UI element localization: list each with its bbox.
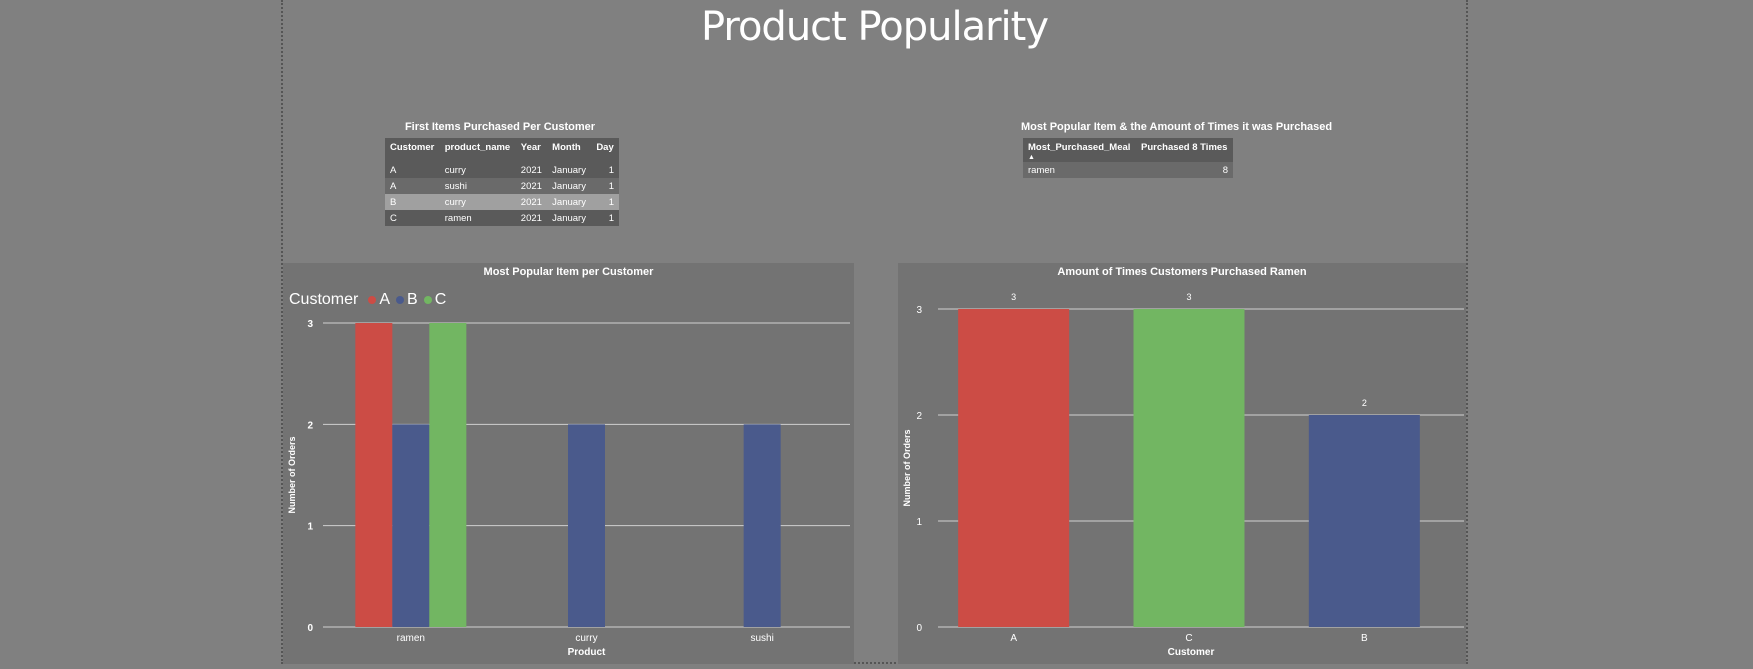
column-header[interactable]: Purchased 8 Times <box>1136 138 1233 162</box>
table-cell: 1 <box>591 178 619 194</box>
legend-label: C <box>434 291 447 308</box>
table-cell: B <box>385 194 440 210</box>
table-cell: curry <box>439 162 516 178</box>
table-cell: 1 <box>591 162 619 178</box>
bar-b-curry <box>568 424 605 627</box>
table-cell: 1 <box>591 210 619 226</box>
first-items-table: Customer product_name Year Month Day A c… <box>385 138 619 226</box>
table-cell: 2021 <box>515 210 548 226</box>
y-axis-label: Number of Orders <box>287 436 297 513</box>
table-cell: 8 <box>1136 162 1233 178</box>
data-label: 3 <box>1011 292 1016 302</box>
y-tick-label: 3 <box>916 305 922 316</box>
table-row[interactable]: A curry 2021 January 1 <box>385 162 619 178</box>
table-row[interactable]: ramen 8 <box>1023 162 1233 178</box>
first-items-title: First Items Purchased Per Customer <box>404 121 596 133</box>
page-title: Product Popularity <box>700 4 1049 50</box>
bar-b-ramen <box>392 424 430 627</box>
chart-legend: Customer A B C <box>289 291 446 309</box>
y-tick-label: 0 <box>916 623 922 634</box>
y-tick-label: 1 <box>307 522 313 533</box>
y-tick-label: 1 <box>916 517 922 528</box>
table-cell: 2021 <box>515 178 548 194</box>
table-header-row: Customer product_name Year Month Day <box>385 138 619 162</box>
table-cell: A <box>385 178 440 194</box>
legend-dot-icon <box>396 296 405 304</box>
table-cell: January <box>547 194 592 210</box>
table-cell: ramen <box>1023 162 1137 178</box>
column-header[interactable]: Day <box>591 138 619 162</box>
legend-label: A <box>379 291 391 308</box>
table-cell: 2021 <box>515 194 548 210</box>
bar-b-sushi <box>743 424 781 627</box>
y-tick-label: 2 <box>307 420 313 431</box>
chart-panel-popular-per-customer[interactable]: Most Popular Item per Customer Customer … <box>283 263 854 664</box>
legend-label: B <box>407 291 418 308</box>
column-header[interactable]: Customer <box>385 138 440 162</box>
table-cell: A <box>385 162 440 178</box>
column-header[interactable]: Year <box>515 138 548 162</box>
legend-title: Customer <box>289 291 359 308</box>
column-header[interactable]: product_name <box>439 138 516 162</box>
chart-title: Amount of Times Customers Purchased Rame… <box>1057 266 1307 278</box>
table-cell: January <box>547 210 592 226</box>
most-popular-title: Most Popular Item & the Amount of Times … <box>1021 121 1333 133</box>
chart-popular-per-customer: 0 1 2 3 ramen curry sushi Product Number of Orde… <box>287 319 850 658</box>
x-tick-label: A <box>1010 633 1017 644</box>
column-header[interactable]: Month <box>547 138 592 162</box>
legend-item-b[interactable]: B <box>396 291 418 309</box>
table-header-row: Most_Purchased_Meal ▲ Purchased 8 Times <box>1023 138 1233 162</box>
y-tick-label: 3 <box>307 319 313 330</box>
report-canvas: Product Popularity First Items Purchased… <box>281 0 1468 664</box>
x-axis-label: Customer <box>1168 647 1215 658</box>
y-axis-label: Number of Orders <box>902 429 912 506</box>
bar-c <box>1133 309 1245 627</box>
table-cell: C <box>385 210 440 226</box>
legend-dot-icon <box>423 296 432 304</box>
sort-ascending-icon: ▲ <box>1028 154 1035 161</box>
chart-panel-ramen-purchases[interactable]: Amount of Times Customers Purchased Rame… <box>898 263 1466 664</box>
table-cell: ramen <box>439 210 516 226</box>
table-cell: curry <box>439 194 516 210</box>
table-cell: January <box>547 162 592 178</box>
x-tick-label: B <box>1361 633 1368 644</box>
table-row[interactable]: A sushi 2021 January 1 <box>385 178 619 194</box>
x-tick-label: sushi <box>750 633 773 644</box>
x-tick-label: ramen <box>397 633 425 644</box>
bar-a-ramen <box>355 323 393 627</box>
bar-b <box>1308 415 1420 627</box>
chart-title: Most Popular Item per Customer <box>483 266 654 278</box>
legend-item-a[interactable]: A <box>368 291 390 309</box>
most-popular-table: Most_Purchased_Meal ▲ Purchased 8 Times r… <box>1023 138 1233 178</box>
x-axis-label: Product <box>568 647 606 658</box>
table-row[interactable]: B curry 2021 January 1 <box>385 194 619 210</box>
data-label: 2 <box>1362 398 1367 408</box>
table-cell: January <box>547 178 592 194</box>
y-tick-label: 2 <box>916 411 922 422</box>
legend-item-c[interactable]: C <box>423 291 447 309</box>
bar-c-ramen <box>429 323 467 627</box>
y-tick-label: 0 <box>307 623 313 634</box>
table-cell: sushi <box>439 178 516 194</box>
table-cell: 2021 <box>515 162 548 178</box>
table-cell: 1 <box>591 194 619 210</box>
x-tick-label: curry <box>575 633 597 644</box>
column-header[interactable]: Most_Purchased_Meal ▲ <box>1023 138 1137 162</box>
table-row[interactable]: C ramen 2021 January 1 <box>385 210 619 226</box>
data-label: 3 <box>1186 292 1191 302</box>
chart-ramen-purchases: 0 1 2 3 3 A 3 C 2 B Customer Number of Orders <box>902 292 1464 658</box>
bar-a <box>958 309 1070 627</box>
legend-dot-icon <box>368 296 377 304</box>
x-tick-label: C <box>1185 633 1192 644</box>
